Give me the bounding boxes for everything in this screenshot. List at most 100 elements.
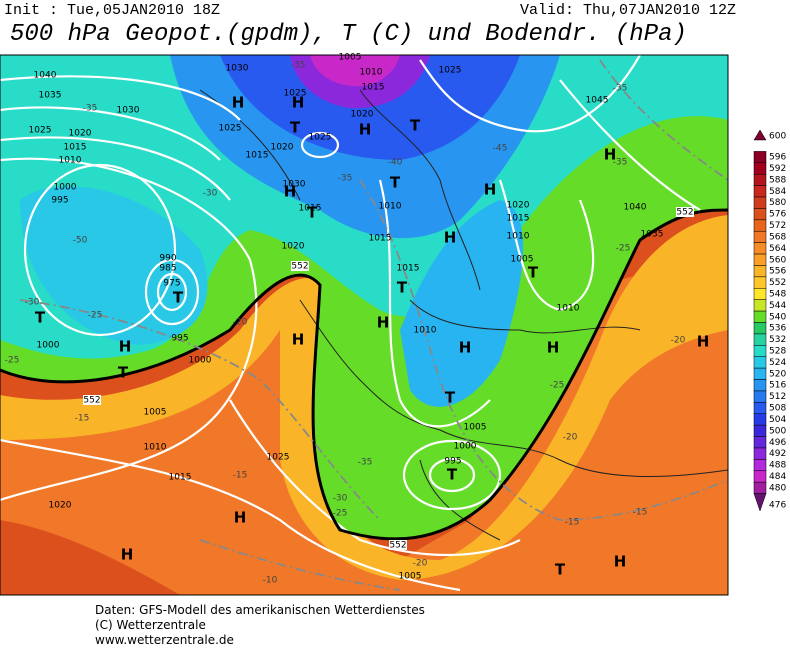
pressure-label: 1005 (339, 53, 362, 63)
scale-arrow (753, 129, 767, 141)
pressure-label: 1015 (169, 473, 192, 483)
pressure-label: 1010 (360, 68, 383, 78)
pressure-label: 1010 (379, 202, 402, 212)
scale-label: 520 (769, 369, 786, 379)
scale-cell (753, 470, 767, 483)
temperature-label: -25 (88, 311, 103, 321)
scale-cell (753, 413, 767, 426)
scale-label: 500 (769, 426, 786, 436)
high-pressure-marker: H (121, 546, 134, 564)
scale-cell (753, 151, 767, 164)
pressure-label: 1000 (454, 442, 477, 452)
pressure-label: 1005 (464, 423, 487, 433)
temperature-label: -15 (565, 518, 580, 528)
scale-cell (753, 459, 767, 472)
scale-label: 552 (769, 278, 786, 288)
pressure-label: 1005 (511, 255, 534, 265)
pressure-label: 1020 (282, 242, 305, 252)
scale-label: 484 (769, 472, 786, 482)
pressure-label: 985 (159, 264, 176, 274)
pressure-label: 1025 (439, 66, 462, 76)
low-pressure-marker: T (555, 561, 566, 579)
temperature-label: -35 (358, 458, 373, 468)
contour-label-bg (389, 540, 407, 550)
scale-cell (753, 310, 767, 323)
contour-label: 552 (676, 208, 693, 218)
temperature-label: -30 (25, 298, 40, 308)
scale-cell (753, 424, 767, 437)
scale-cell (753, 345, 767, 357)
scale-cell (753, 436, 767, 449)
isobar (428, 457, 476, 493)
contour-label: 552 (291, 262, 308, 272)
temperature-label: -40 (388, 158, 403, 168)
footer-source: Daten: GFS-Modell des amerikanischen Wet… (95, 603, 425, 617)
temperature-label: -20 (233, 318, 248, 328)
temperature-label: -30 (333, 494, 348, 504)
pressure-label: 1010 (557, 304, 580, 314)
field (220, 55, 520, 160)
temperature-label: -25 (550, 381, 565, 391)
pressure-label: 1025 (219, 124, 242, 134)
contour-label-bg (676, 207, 694, 217)
footer-url: www.wetterzentrale.de (95, 633, 234, 647)
scale-cell (753, 162, 767, 175)
coastline (199, 89, 728, 541)
scale-label: 504 (769, 415, 786, 425)
scale-cell (753, 356, 767, 369)
pressure-label: 1000 (189, 356, 212, 366)
low-pressure-marker: T (397, 279, 408, 297)
low-pressure-marker: T (307, 204, 318, 222)
pressure-label: 1015 (64, 143, 87, 153)
pressure-label: 1045 (586, 96, 609, 106)
low-pressure-marker: T (410, 117, 421, 135)
temperature-label: -20 (413, 559, 428, 569)
field (400, 200, 524, 407)
pressure-label: 1020 (69, 129, 92, 139)
isobar (0, 75, 521, 592)
scale-cell (753, 299, 767, 312)
temperature-label: -35 (291, 61, 306, 71)
pressure-label: 1015 (507, 214, 530, 224)
contour-label: 552 (83, 396, 100, 406)
temperature-label: -35 (83, 104, 98, 114)
temperature-label: -25 (616, 244, 631, 254)
scale-cell (753, 447, 767, 460)
scale-label: 532 (769, 335, 786, 345)
high-pressure-marker: H (292, 94, 305, 112)
scale-cell (753, 333, 767, 346)
temperature-label: -50 (73, 236, 88, 246)
pressure-label: 1030 (283, 180, 306, 190)
scale-label: 488 (769, 461, 786, 471)
valid-time: Valid: Thu,07JAN2010 12Z (520, 2, 736, 19)
scale-label: 548 (769, 289, 786, 299)
temperature-label: -30 (203, 189, 218, 199)
scale-label: 496 (769, 438, 786, 448)
scale-cell (753, 242, 767, 255)
pressure-label: 1030 (117, 106, 140, 116)
low-pressure-marker: T (447, 466, 458, 484)
scale-cell (753, 185, 767, 198)
pressure-label: 1005 (144, 408, 167, 418)
scale-cell (753, 390, 767, 403)
low-pressure-marker: T (528, 264, 539, 282)
pressure-label: 1015 (299, 204, 322, 214)
temperature-label: -35 (338, 174, 353, 184)
low-pressure-marker: T (173, 289, 184, 307)
footer-copyright: (C) Wetterzentrale (95, 618, 206, 632)
low-pressure-marker: T (390, 174, 401, 192)
pressure-label: 1040 (624, 203, 647, 213)
scale-cell (753, 265, 767, 278)
high-pressure-marker: H (234, 509, 247, 527)
scale-cell (753, 367, 767, 380)
pressure-label: 995 (51, 196, 68, 206)
scale-cell (753, 231, 767, 243)
high-pressure-marker: H (284, 183, 297, 201)
scale-label: 600 (769, 132, 786, 142)
temperature-label: -25 (333, 509, 348, 519)
map-frame (0, 54, 729, 596)
high-pressure-marker: H (547, 339, 560, 357)
scale-label: 508 (769, 404, 786, 414)
low-pressure-marker: T (35, 309, 46, 327)
pressure-label: 1020 (49, 501, 72, 511)
